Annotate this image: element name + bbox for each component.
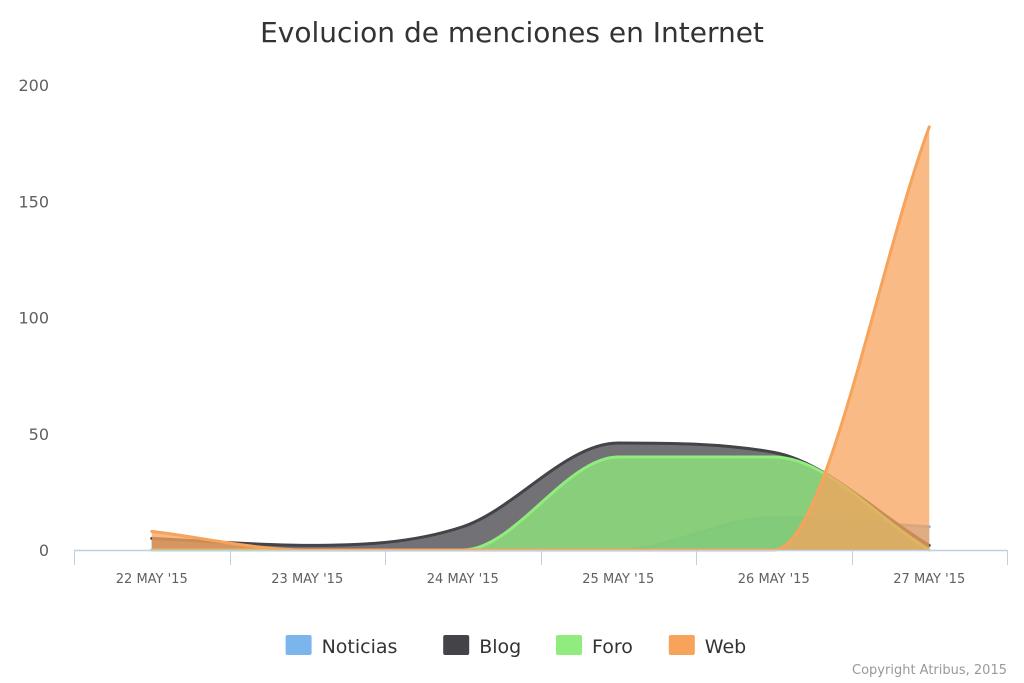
legend-label: Web — [705, 636, 746, 658]
legend-swatch-blog — [443, 635, 470, 655]
x-tick-label: 27 MAY '15 — [893, 572, 965, 587]
x-tick-label: 23 MAY '15 — [271, 572, 343, 587]
legend-item-blog[interactable]: Blog — [443, 635, 521, 658]
y-tick-label: 200 — [18, 76, 49, 95]
chart-title: Evolucion de menciones en Internet — [260, 16, 764, 49]
legend-swatch-web — [668, 635, 695, 655]
y-tick-label: 150 — [18, 192, 49, 211]
credits-text: Copyright Atribus, 2015 — [852, 663, 1007, 678]
x-tick-label: 25 MAY '15 — [582, 572, 654, 587]
legend-item-foro[interactable]: Foro — [556, 635, 633, 658]
legend-item-web[interactable]: Web — [668, 635, 746, 658]
y-tick-label: 0 — [39, 541, 49, 560]
x-tick-label: 24 MAY '15 — [427, 572, 499, 587]
x-tick-label: 22 MAY '15 — [116, 572, 188, 587]
legend-label: Foro — [592, 636, 633, 658]
legend-swatch-foro — [556, 635, 582, 655]
legend: Noticias Blog Foro Web — [285, 635, 746, 658]
y-axis: 0 50 100 150 200 — [18, 76, 49, 560]
legend-swatch-noticias — [285, 635, 312, 655]
legend-label: Noticias — [322, 636, 398, 658]
x-tick-label: 26 MAY '15 — [738, 572, 810, 587]
x-axis: 22 MAY '15 23 MAY '15 24 MAY '15 25 MAY '15… — [74, 549, 1008, 587]
series-layer — [150, 125, 931, 552]
legend-label: Blog — [479, 636, 521, 658]
y-tick-label: 50 — [29, 425, 49, 444]
y-tick-label: 100 — [18, 309, 49, 328]
series-area-web — [151, 126, 930, 550]
legend-item-noticias[interactable]: Noticias — [285, 635, 398, 658]
